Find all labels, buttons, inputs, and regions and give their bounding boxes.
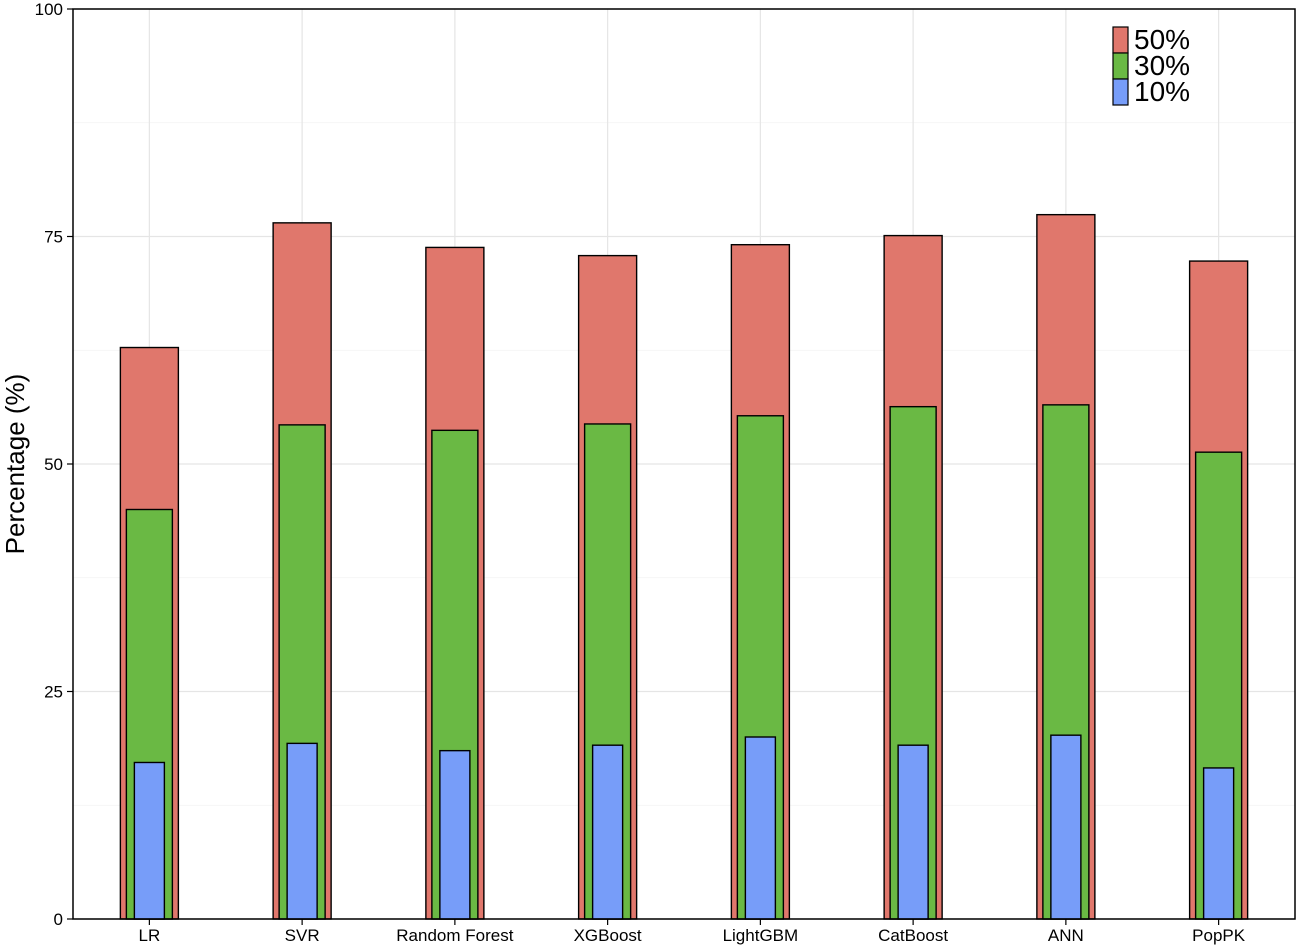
x-axis: LR SVR Random Forest XGBoost LightGBM CatBoos…: [139, 919, 1246, 945]
legend-key-10pct: [1112, 78, 1129, 106]
x-tick-label: XGBoost: [574, 926, 642, 945]
x-tick-label: SVR: [285, 926, 320, 945]
bar-10pct-xgboost: [591, 744, 624, 920]
legend-label: 50%: [1134, 24, 1190, 55]
y-tick-label: 0: [54, 910, 63, 929]
y-axis: 0 25 50 75 100: [35, 0, 73, 929]
bar-10pct-catboost: [897, 744, 929, 920]
x-tick-label: LR: [139, 926, 161, 945]
grid-lines: [73, 8, 1295, 920]
x-tick-label: LightGBM: [723, 926, 799, 945]
y-axis-title: Percentage (%): [0, 374, 30, 555]
x-tick-label: ANN: [1048, 926, 1084, 945]
x-tick-label: PopPK: [1192, 926, 1246, 945]
legend: 50%30%10%: [1112, 24, 1190, 107]
y-tick-label: 25: [44, 683, 63, 702]
x-tick-label: CatBoost: [878, 926, 948, 945]
bar-10pct-ann: [1050, 734, 1082, 920]
legend-label: 30%: [1134, 50, 1190, 81]
y-tick-label: 100: [35, 0, 63, 19]
legend-key-30pct: [1112, 52, 1129, 80]
bar-10pct-svr: [286, 742, 318, 920]
x-tick-label: Random Forest: [396, 926, 513, 945]
legend-key-50pct: [1112, 26, 1129, 54]
y-tick-label: 75: [44, 228, 63, 247]
bars: [119, 213, 1249, 920]
y-tick-label: 50: [44, 455, 63, 474]
legend-label: 10%: [1134, 76, 1190, 107]
bar-10pct-poppk: [1202, 767, 1235, 920]
bar-10pct-random-forest: [439, 749, 471, 920]
bar-10pct-lr: [133, 761, 166, 920]
bar-10pct-lightgbm: [744, 736, 777, 920]
